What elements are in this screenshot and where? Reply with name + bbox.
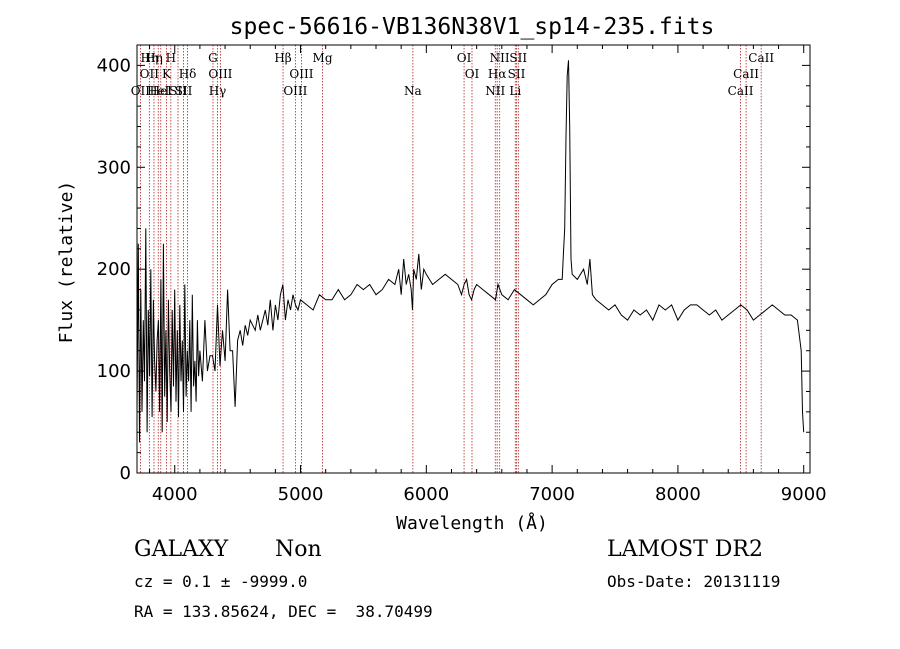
y-tick-label: 100 <box>97 361 131 382</box>
spectral-line-label: OIII <box>208 67 232 81</box>
spectral-line-label: Na <box>404 84 422 98</box>
x-tick-label: 7000 <box>529 484 575 505</box>
class-label: GALAXY <box>134 537 229 562</box>
spectral-line-label: Mg <box>313 51 333 65</box>
x-axis-label: Wavelength (Å) <box>396 512 548 534</box>
spectral-line-label: CaII <box>728 84 754 98</box>
chart-title: spec-56616-VB136N38V1_sp14-235.fits <box>230 14 715 40</box>
spectral-line-label: Hα <box>488 67 507 81</box>
spectral-line-label: OIII <box>289 67 313 81</box>
spectral-line-label: SII <box>508 67 526 81</box>
axis-ticks: 4000 5000 6000 7000 8000 9000 0 100 200 300 400 <box>97 44 827 505</box>
spectral-line-label: NII <box>490 51 510 65</box>
cz-text: cz = 0.1 ± -9999.0 <box>134 572 308 591</box>
survey-label: LAMOST DR2 <box>607 537 763 562</box>
spectral-line-label: HeI <box>150 84 173 98</box>
spectral-line-label: SII <box>175 84 193 98</box>
spectral-line-label: OI <box>465 67 480 81</box>
spectral-line-label: HeI <box>147 84 170 98</box>
x-tick-label: 6000 <box>403 484 449 505</box>
spectral-line-label: Hη <box>140 51 158 65</box>
x-tick-label: 4000 <box>152 484 198 505</box>
subclass-label: Non <box>275 537 322 562</box>
plot-frame <box>136 44 811 474</box>
spectral-line-label: OI <box>457 51 472 65</box>
y-tick-label: 200 <box>97 259 131 280</box>
x-tick-label: 8000 <box>655 484 701 505</box>
spectral-line-label: Hη <box>145 51 163 65</box>
x-tick-label: 9000 <box>781 484 827 505</box>
spectral-line-label: Hγ <box>209 84 227 98</box>
spectral-line-label: SII <box>169 84 187 98</box>
spectral-line-label: K <box>162 67 172 81</box>
spectral-line-labels: OIIHηOIIHηHeIHeIKHSIISIIHδGHγOIIIHβOIIIO… <box>131 51 775 98</box>
spectrum-series-line <box>136 60 805 443</box>
spectral-line-markers <box>139 45 762 473</box>
obs-date: Obs-Date: 20131119 <box>607 572 781 591</box>
spectral-line-label: OIII <box>283 84 307 98</box>
spectral-line-label: OII <box>140 67 160 81</box>
spectral-line-label: G <box>208 51 218 65</box>
spectral-line-label: Hβ <box>274 51 291 65</box>
spectral-line-label: Hδ <box>179 67 197 81</box>
spectral-line-label: CaII <box>733 67 759 81</box>
spectral-line-label: NII <box>485 84 505 98</box>
y-tick-label: 0 <box>120 463 131 484</box>
y-axis-label: Flux (relative) <box>56 181 77 344</box>
spectral-line-label: CaII <box>748 51 774 65</box>
spectral-line-label: Li <box>509 84 521 98</box>
spectral-line-label: SII <box>509 51 527 65</box>
spectral-line-label: H <box>166 51 176 65</box>
y-tick-label: 300 <box>97 157 131 178</box>
spectral-line-label: OII <box>131 84 151 98</box>
x-tick-label: 5000 <box>278 484 324 505</box>
ra-dec-text: RA = 133.85624, DEC = 38.70499 <box>134 602 433 621</box>
y-tick-label: 400 <box>97 55 131 76</box>
